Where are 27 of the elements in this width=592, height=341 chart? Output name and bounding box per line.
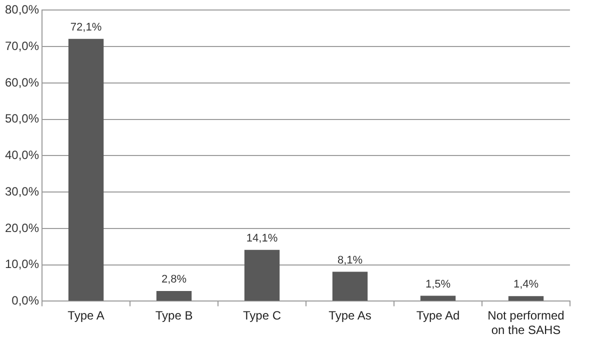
x-tick-label: Type B [155, 308, 193, 323]
bar [508, 296, 544, 301]
y-tick-label: 30,0% [4, 184, 40, 198]
bar [420, 296, 456, 301]
x-tick-label: Type As [328, 308, 372, 323]
x-tick-label: Type Ad [416, 308, 460, 323]
y-tick-label: 70,0% [4, 38, 40, 53]
y-tick-label: 0,0% [12, 294, 40, 308]
data-label: 2,8% [161, 274, 187, 286]
y-tick-label: 10,0% [4, 257, 40, 272]
data-label: 1,5% [425, 278, 451, 290]
data-label: 72,1% [70, 21, 102, 34]
x-tick-label: Type C [243, 308, 282, 323]
y-tick-label: 40,0% [4, 148, 40, 162]
data-label: 8,1% [337, 254, 363, 266]
bar [68, 38, 104, 301]
bar [244, 250, 280, 301]
bar [156, 291, 192, 301]
x-tick-label: Not performed on the SAHS [488, 308, 564, 338]
x-tick-label: Type A [68, 308, 104, 323]
y-tick-label: 50,0% [4, 112, 40, 126]
y-tick-label: 20,0% [4, 220, 40, 235]
y-tick-label: 80,0% [4, 2, 40, 17]
data-label: 14,1% [246, 232, 278, 244]
data-label: 1,4% [513, 278, 539, 291]
bar [332, 272, 368, 301]
y-tick-label: 60,0% [4, 75, 40, 90]
